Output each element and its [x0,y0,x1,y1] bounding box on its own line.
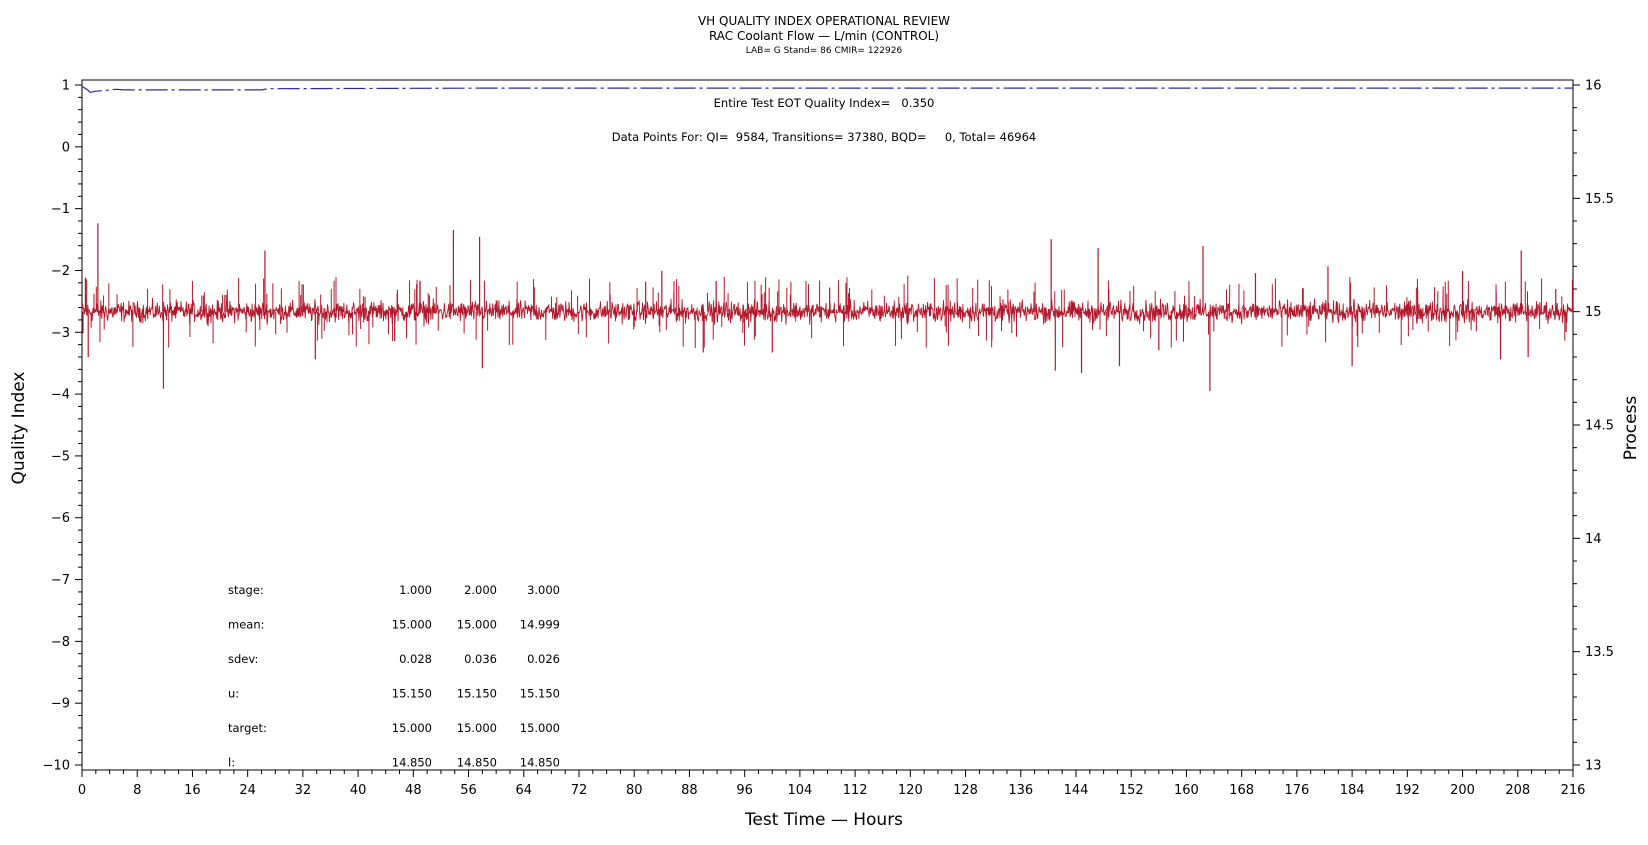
y-right-tick-label: 13 [1585,759,1602,774]
stats-row-label: target: [228,721,267,735]
y-right-tick-label: 16 [1585,79,1602,94]
x-tick-label: 120 [898,783,923,798]
x-tick-label: 0 [78,783,86,798]
stats-value: 3.000 [527,583,560,597]
y-right-tick-label: 15 [1585,305,1602,320]
stats-value: 1.000 [399,583,432,597]
x-tick-label: 88 [681,783,698,798]
x-tick-label: 184 [1340,783,1365,798]
x-tick-label: 216 [1561,783,1586,798]
stats-table: stage: 1.000 2.000 3.000 mean: 15.000 15.000 14… [228,583,560,770]
stats-value: 15.000 [457,618,497,632]
x-tick-label: 160 [1174,783,1199,798]
x-tick-label: 64 [516,783,533,798]
y-left-tick-label: −10 [43,759,70,774]
stats-row-label: mean: [228,618,265,632]
y-left-tick-label: −7 [51,573,70,588]
x-tick-label: 48 [405,783,422,798]
stats-value: 2.000 [464,583,497,597]
y-left-tick-label: 0 [62,140,70,155]
x-tick-label: 40 [350,783,367,798]
y-right-axis-label: Process [1621,396,1641,461]
plot-frame [81,79,1574,771]
chart-title: VH QUALITY INDEX OPERATIONAL REVIEW [698,14,950,28]
y-left-tick-label: −3 [51,326,70,341]
y-left-tick-label: −9 [51,697,70,712]
x-tick-label: 128 [953,783,978,798]
series-layer [81,85,1574,391]
x-tick-label: 104 [787,783,812,798]
x-tick-label: 192 [1395,783,1420,798]
stats-value: 15.150 [457,687,497,701]
stats-value: 14.850 [457,756,497,770]
y-right-tick-label: 14 [1585,532,1602,547]
x-tick-label: 32 [295,783,312,798]
stats-value: 14.999 [520,618,560,632]
stats-value: 14.850 [392,756,432,770]
x-tick-label: 16 [184,783,201,798]
stats-value: 0.036 [464,652,497,666]
x-tick-label: 200 [1450,783,1475,798]
chart-subtitle-2: LAB= G Stand= 86 CMIR= 122926 [746,46,903,56]
stats-row-label: u: [228,687,239,701]
x-tick-label: 112 [843,783,868,798]
stats-row-label: stage: [228,583,264,597]
stats-value: 15.000 [392,721,432,735]
x-axis-label: Test Time — Hours [744,810,903,830]
y-left-tick-label: −5 [51,449,70,464]
stats-value: 0.028 [399,652,432,666]
y-right-tick-label: 14.5 [1585,419,1614,434]
y-left-tick-label: −4 [51,388,70,403]
y-left-axis-label: Quality Index [9,372,29,485]
x-tick-label: 176 [1284,783,1309,798]
stats-value: 15.150 [392,687,432,701]
stats-value: 15.000 [457,721,497,735]
x-tick-label: 80 [626,783,643,798]
stats-row-label: sdev: [228,652,258,666]
x-tick-label: 168 [1229,783,1254,798]
chart-subtitle: RAC Coolant Flow — L/min (CONTROL) [709,29,939,43]
series-quality-index-line [81,85,1573,94]
stats-value: 15.150 [520,687,560,701]
x-tick-label: 208 [1505,783,1530,798]
x-axis-ticks: 0 8 16 24 32 40 48 56 64 72 80 88 96 104 112 120 128 136 1… [78,770,1586,798]
eot-quality-index-annotation: Entire Test EOT Quality Index= 0.350 [714,96,935,110]
x-tick-label: 144 [1064,783,1089,798]
x-tick-label: 136 [1008,783,1033,798]
x-tick-label: 152 [1119,783,1144,798]
y-right-tick-label: 13.5 [1585,645,1614,660]
y-left-tick-label: −1 [51,202,70,217]
y-left-tick-label: −8 [51,635,70,650]
y-left-axis-ticks: 1 0 −1 −2 −3 −4 −5 −6 −7 −8 −9 −10 [43,79,82,774]
x-tick-label: 96 [736,783,753,798]
stats-value: 0.026 [527,652,560,666]
y-left-tick-label: −2 [51,264,70,279]
series-process-trace [81,297,1574,327]
x-tick-label: 56 [460,783,477,798]
x-tick-label: 24 [239,783,256,798]
stats-value: 14.850 [520,756,560,770]
stats-value: 15.000 [520,721,560,735]
y-left-tick-label: −6 [51,511,70,526]
x-tick-label: 8 [133,783,141,798]
data-points-annotation: Data Points For: QI= 9584, Transitions= … [612,130,1036,144]
x-tick-label: 72 [571,783,588,798]
stats-row-label: l: [228,756,235,770]
y-right-axis-ticks: 16 15.5 15 14.5 14 13.5 13 [1573,79,1614,774]
stats-value: 15.000 [392,618,432,632]
y-right-tick-label: 15.5 [1585,192,1614,207]
y-left-tick-label: 1 [62,79,70,94]
